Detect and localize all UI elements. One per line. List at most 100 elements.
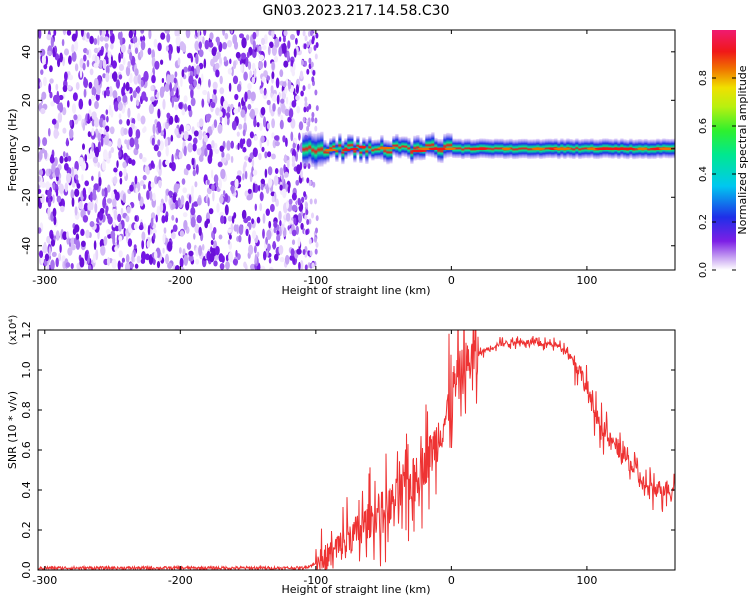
spectrogram-cell <box>262 45 267 51</box>
spectrogram-peak-cell <box>501 147 511 151</box>
spectrogram-cell <box>298 261 301 270</box>
spectrogram-band-cell <box>398 136 402 159</box>
spectrogram-cell <box>88 98 92 106</box>
spectrogram-cell <box>178 151 183 160</box>
spectrogram-cell <box>47 189 52 198</box>
spectrogram-cell <box>174 265 180 270</box>
spectrogram-cell <box>152 123 156 135</box>
spectrogram-cell <box>127 107 131 118</box>
spectrogram-cell <box>157 150 162 158</box>
spectrogram-cell <box>227 215 233 222</box>
spectrogram-cell <box>136 255 141 264</box>
spectrogram-cell <box>81 174 84 181</box>
spectrogram-cell <box>304 96 308 103</box>
spectrogram-cell <box>135 129 141 139</box>
spectrogram-cell <box>308 180 312 186</box>
spectrogram-cell <box>150 160 154 169</box>
spectrogram-cell <box>217 123 223 134</box>
spectrogram-band-cell <box>413 135 417 161</box>
spectrogram-cell <box>105 30 109 35</box>
spectrogram-cell <box>283 60 289 68</box>
spectrogram-cell <box>235 51 241 59</box>
spectrogram-cell <box>291 204 298 212</box>
spectrogram-cell <box>132 90 137 99</box>
spectrogram-cell <box>100 245 106 256</box>
spectrogram-cell <box>147 47 152 55</box>
spectrogram-cell <box>186 163 191 171</box>
spectrogram-cell <box>105 229 111 235</box>
spectrogram-cell <box>99 128 103 134</box>
spectrogram-cell <box>304 264 308 270</box>
spectrogram-cell <box>218 111 223 118</box>
spectrogram-cell <box>83 78 89 88</box>
spectrogram-cell <box>128 127 133 138</box>
spectrogram-cell <box>108 54 112 66</box>
spectrogram-cell <box>47 198 52 208</box>
spectrogram-cell <box>118 119 123 125</box>
spectrogram-cell <box>105 72 110 83</box>
spectrogram-cell <box>297 236 301 247</box>
y-tick-label: 0.4 <box>20 481 33 499</box>
spectrogram-cell <box>81 240 86 247</box>
spectrogram-cell <box>174 71 178 78</box>
spectrogram-cell <box>209 148 213 159</box>
snr-series-line <box>38 330 675 570</box>
spectrogram-cell <box>84 250 89 261</box>
spectrogram-cell <box>112 90 118 99</box>
spectrogram-cell <box>91 86 97 97</box>
spectrogram-cell <box>38 188 42 194</box>
spectrogram-cell <box>122 193 126 203</box>
spectrogram-cell <box>102 149 108 161</box>
spectrogram-cell <box>98 212 104 221</box>
spectrogram-cell <box>71 44 75 54</box>
spectrogram-cell <box>46 34 52 41</box>
spectrogram-cell <box>244 91 248 102</box>
spectrogram-cell <box>224 32 229 40</box>
spectrogram-cell <box>202 89 208 96</box>
figure-title: GN03.2023.217.14.58.C30 <box>263 3 450 19</box>
spectrogram-cell <box>109 126 115 135</box>
spectrogram-cell <box>53 30 57 36</box>
spectrogram-cell <box>175 148 180 157</box>
spectrogram-peak-cell <box>476 147 488 151</box>
spectrogram-cell <box>242 146 247 153</box>
spectrogram-cell <box>168 50 172 61</box>
spectrogram-band-cell <box>632 139 636 160</box>
spectrogram-cell <box>232 75 239 85</box>
spectrogram-cell <box>131 251 134 262</box>
spectrogram-cell <box>231 66 234 77</box>
spectrogram-cell <box>282 35 286 43</box>
spectrogram-cell <box>43 63 48 70</box>
spectrogram-cell <box>137 74 142 85</box>
spectrogram-cell <box>157 42 162 52</box>
spectrogram-cell <box>148 103 154 115</box>
spectrogram-cell <box>168 190 173 197</box>
spectrogram-band-cell <box>494 138 498 158</box>
spectrogram-cell <box>254 245 257 254</box>
spectrogram-cell <box>75 82 80 90</box>
spectrogram-cell <box>310 61 314 68</box>
spectrogram-cell <box>300 260 304 270</box>
spectrogram-cell <box>195 65 201 75</box>
spectrogram-cell <box>49 155 55 164</box>
spectrogram-cell <box>251 158 255 168</box>
spectrogram-cell <box>128 30 133 39</box>
spectrogram-cell <box>204 134 208 143</box>
spectrogram-cell <box>306 106 309 113</box>
spectrogram-cell <box>105 88 110 97</box>
y-tick-label: 0.0 <box>20 561 33 579</box>
spectrogram-cell <box>308 103 312 110</box>
spectrogram-band-cell <box>329 138 333 159</box>
spectrogram-cell <box>309 198 313 205</box>
spectrogram-cell <box>291 239 296 245</box>
spectrogram-cell <box>265 208 270 216</box>
spectrogram-cell <box>84 154 88 163</box>
spectrogram-cell <box>273 175 279 186</box>
spectrogram-cell <box>137 37 141 45</box>
y-tick-label: 20 <box>20 93 33 107</box>
spectrogram-cell <box>51 118 57 125</box>
spectrogram-cell <box>117 101 123 112</box>
spectrogram-cell <box>80 209 84 218</box>
spectrogram-cell <box>252 40 256 50</box>
spectrogram-cell <box>300 169 303 179</box>
